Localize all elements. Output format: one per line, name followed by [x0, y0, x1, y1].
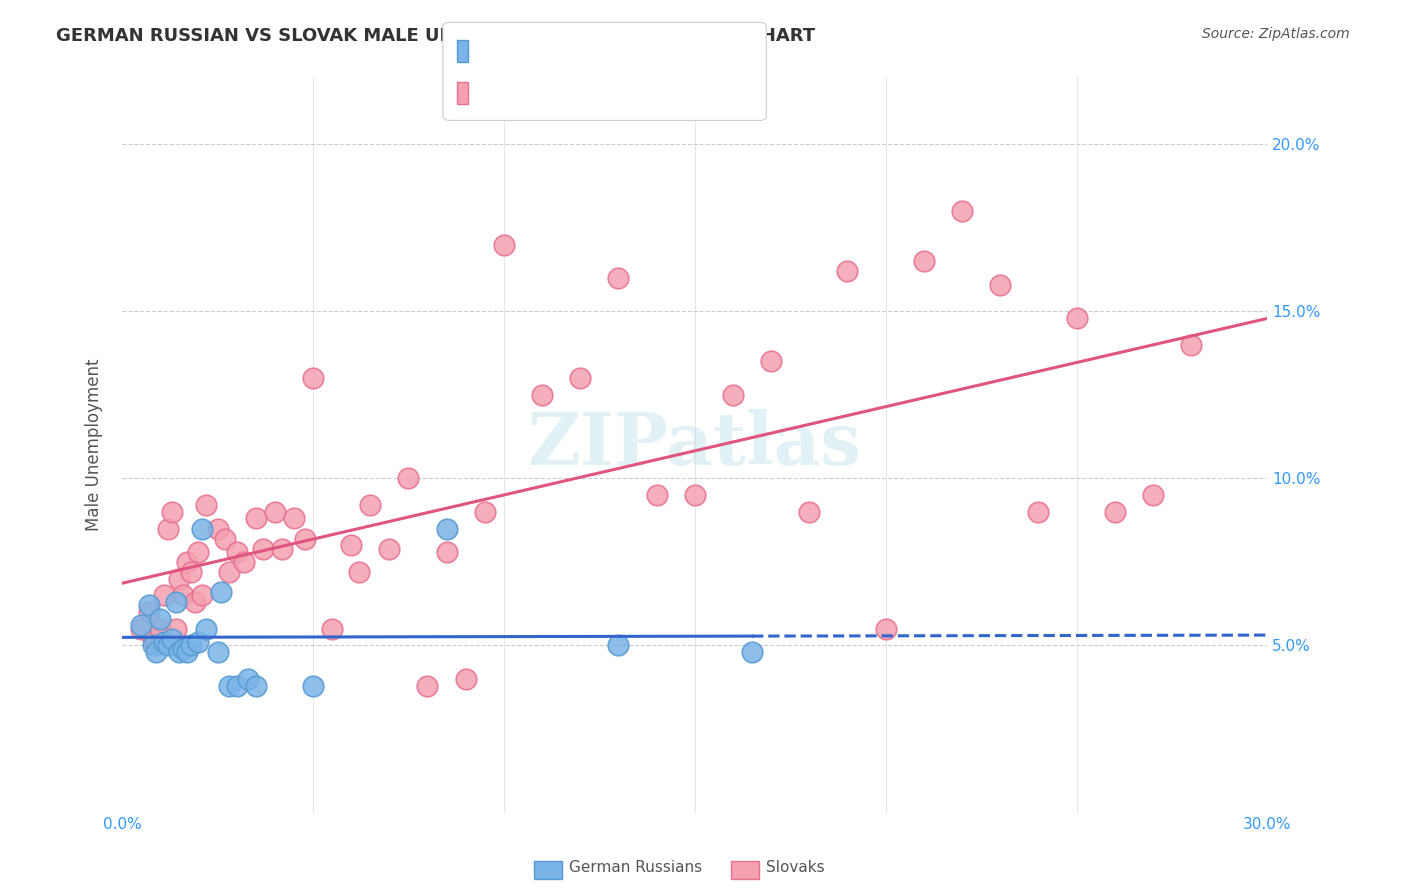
- Point: [245, 679, 267, 693]
- Point: [799, 505, 821, 519]
- Point: [165, 622, 187, 636]
- Point: [207, 645, 229, 659]
- Point: [492, 237, 515, 252]
- Point: [245, 511, 267, 525]
- Point: [263, 505, 285, 519]
- Text: Slovaks: Slovaks: [766, 861, 825, 875]
- Point: [294, 532, 316, 546]
- Text: -0.003: -0.003: [520, 44, 575, 58]
- Point: [156, 522, 179, 536]
- Point: [214, 532, 236, 546]
- Point: [172, 588, 194, 602]
- Point: [225, 679, 247, 693]
- Text: GERMAN RUSSIAN VS SLOVAK MALE UNEMPLOYMENT CORRELATION CHART: GERMAN RUSSIAN VS SLOVAK MALE UNEMPLOYME…: [56, 27, 815, 45]
- Point: [129, 622, 152, 636]
- Point: [252, 541, 274, 556]
- Point: [1104, 505, 1126, 519]
- Text: R =: R =: [468, 44, 502, 58]
- Point: [378, 541, 401, 556]
- Point: [207, 522, 229, 536]
- Point: [236, 672, 259, 686]
- Point: [142, 632, 165, 646]
- Point: [436, 522, 458, 536]
- Point: [218, 565, 240, 579]
- Text: Source: ZipAtlas.com: Source: ZipAtlas.com: [1202, 27, 1350, 41]
- Point: [302, 679, 325, 693]
- Text: 0.529: 0.529: [520, 85, 568, 99]
- Point: [183, 595, 205, 609]
- Point: [359, 498, 381, 512]
- Point: [988, 277, 1011, 292]
- Point: [759, 354, 782, 368]
- Point: [169, 645, 191, 659]
- Point: [156, 639, 179, 653]
- Text: 26: 26: [644, 44, 665, 58]
- Point: [172, 641, 194, 656]
- Point: [302, 371, 325, 385]
- Text: German Russians: German Russians: [569, 861, 703, 875]
- Point: [160, 632, 183, 646]
- Point: [340, 538, 363, 552]
- Point: [645, 488, 668, 502]
- Point: [271, 541, 294, 556]
- Point: [187, 545, 209, 559]
- Point: [912, 254, 935, 268]
- Point: [607, 271, 630, 285]
- Point: [187, 635, 209, 649]
- Point: [225, 545, 247, 559]
- Point: [283, 511, 305, 525]
- Point: [176, 555, 198, 569]
- Text: N =: N =: [598, 85, 631, 99]
- Point: [138, 599, 160, 613]
- Point: [1066, 311, 1088, 326]
- Point: [607, 639, 630, 653]
- Point: [569, 371, 592, 385]
- Point: [165, 595, 187, 609]
- Point: [531, 388, 554, 402]
- Point: [1028, 505, 1050, 519]
- Point: [191, 588, 214, 602]
- Point: [129, 618, 152, 632]
- Point: [138, 605, 160, 619]
- Text: 58: 58: [644, 85, 665, 99]
- Point: [474, 505, 496, 519]
- Point: [321, 622, 343, 636]
- Point: [149, 622, 172, 636]
- Point: [195, 498, 218, 512]
- Point: [837, 264, 859, 278]
- Point: [233, 555, 256, 569]
- Point: [209, 585, 232, 599]
- Point: [741, 645, 763, 659]
- Point: [396, 471, 419, 485]
- Point: [195, 622, 218, 636]
- Point: [145, 639, 167, 653]
- Point: [1142, 488, 1164, 502]
- Point: [153, 635, 176, 649]
- Point: [180, 639, 202, 653]
- Point: [416, 679, 439, 693]
- Y-axis label: Male Unemployment: Male Unemployment: [86, 359, 103, 532]
- Point: [180, 565, 202, 579]
- Point: [436, 545, 458, 559]
- Text: R =: R =: [468, 85, 506, 99]
- Point: [191, 522, 214, 536]
- Point: [149, 612, 172, 626]
- Point: [875, 622, 897, 636]
- Point: [454, 672, 477, 686]
- Point: [1180, 337, 1202, 351]
- Point: [950, 204, 973, 219]
- Point: [142, 639, 165, 653]
- Point: [169, 572, 191, 586]
- Point: [176, 645, 198, 659]
- Point: [683, 488, 706, 502]
- Point: [218, 679, 240, 693]
- Point: [153, 588, 176, 602]
- Text: N =: N =: [598, 44, 631, 58]
- Point: [347, 565, 370, 579]
- Point: [721, 388, 744, 402]
- Point: [160, 505, 183, 519]
- Text: ZIPatlas: ZIPatlas: [527, 409, 862, 481]
- Point: [145, 645, 167, 659]
